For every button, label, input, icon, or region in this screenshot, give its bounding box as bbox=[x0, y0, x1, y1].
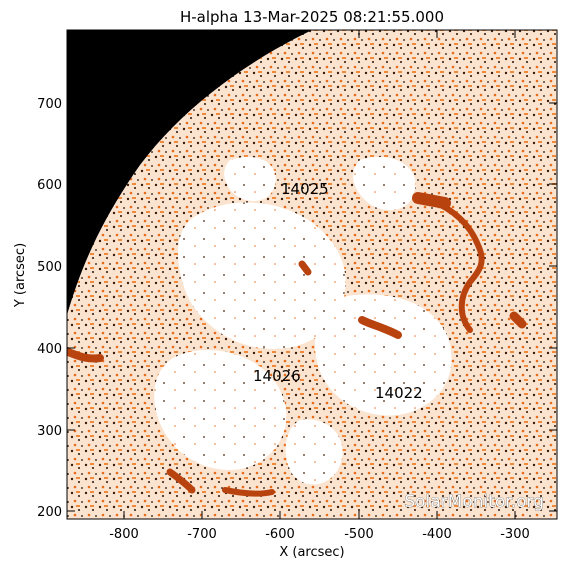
x-tick-labels: -800 -700 -600 -500 -400 -300 bbox=[109, 527, 530, 542]
off-limb-space bbox=[67, 30, 312, 315]
y-tick-label: 400 bbox=[37, 342, 62, 357]
x-tick-label: -300 bbox=[500, 527, 530, 542]
region-label-14026: 14026 bbox=[253, 367, 301, 385]
y-axis bbox=[67, 102, 557, 512]
y-tick-labels: 700 600 500 400 300 200 bbox=[37, 97, 62, 520]
filaments bbox=[67, 192, 527, 497]
y-tick-label: 200 bbox=[37, 505, 62, 520]
x-tick-label: -600 bbox=[265, 527, 295, 542]
region-label-14025: 14025 bbox=[281, 180, 329, 198]
x-tick-label: -400 bbox=[422, 527, 452, 542]
x-axis-label: X (arcsec) bbox=[279, 545, 344, 560]
region-label-14022: 14022 bbox=[375, 384, 423, 402]
h-alpha-image bbox=[67, 30, 557, 519]
x-tick-label: -500 bbox=[344, 527, 374, 542]
y-tick-label: 300 bbox=[37, 424, 62, 439]
bright-plage-areas bbox=[154, 156, 452, 485]
y-tick-label: 500 bbox=[37, 260, 62, 275]
x-tick-label: -800 bbox=[109, 527, 139, 542]
y-axis-label: Y (arcsec) bbox=[13, 243, 28, 308]
watermark: SolarMonitor.org bbox=[404, 492, 544, 512]
y-tick-label: 700 bbox=[37, 97, 62, 112]
plot-title: H-alpha 13-Mar-2025 08:21:55.000 bbox=[180, 8, 444, 26]
x-tick-label: -700 bbox=[187, 527, 217, 542]
plot-frame bbox=[66, 29, 558, 520]
x-axis bbox=[123, 30, 516, 519]
y-tick-label: 600 bbox=[37, 178, 62, 193]
